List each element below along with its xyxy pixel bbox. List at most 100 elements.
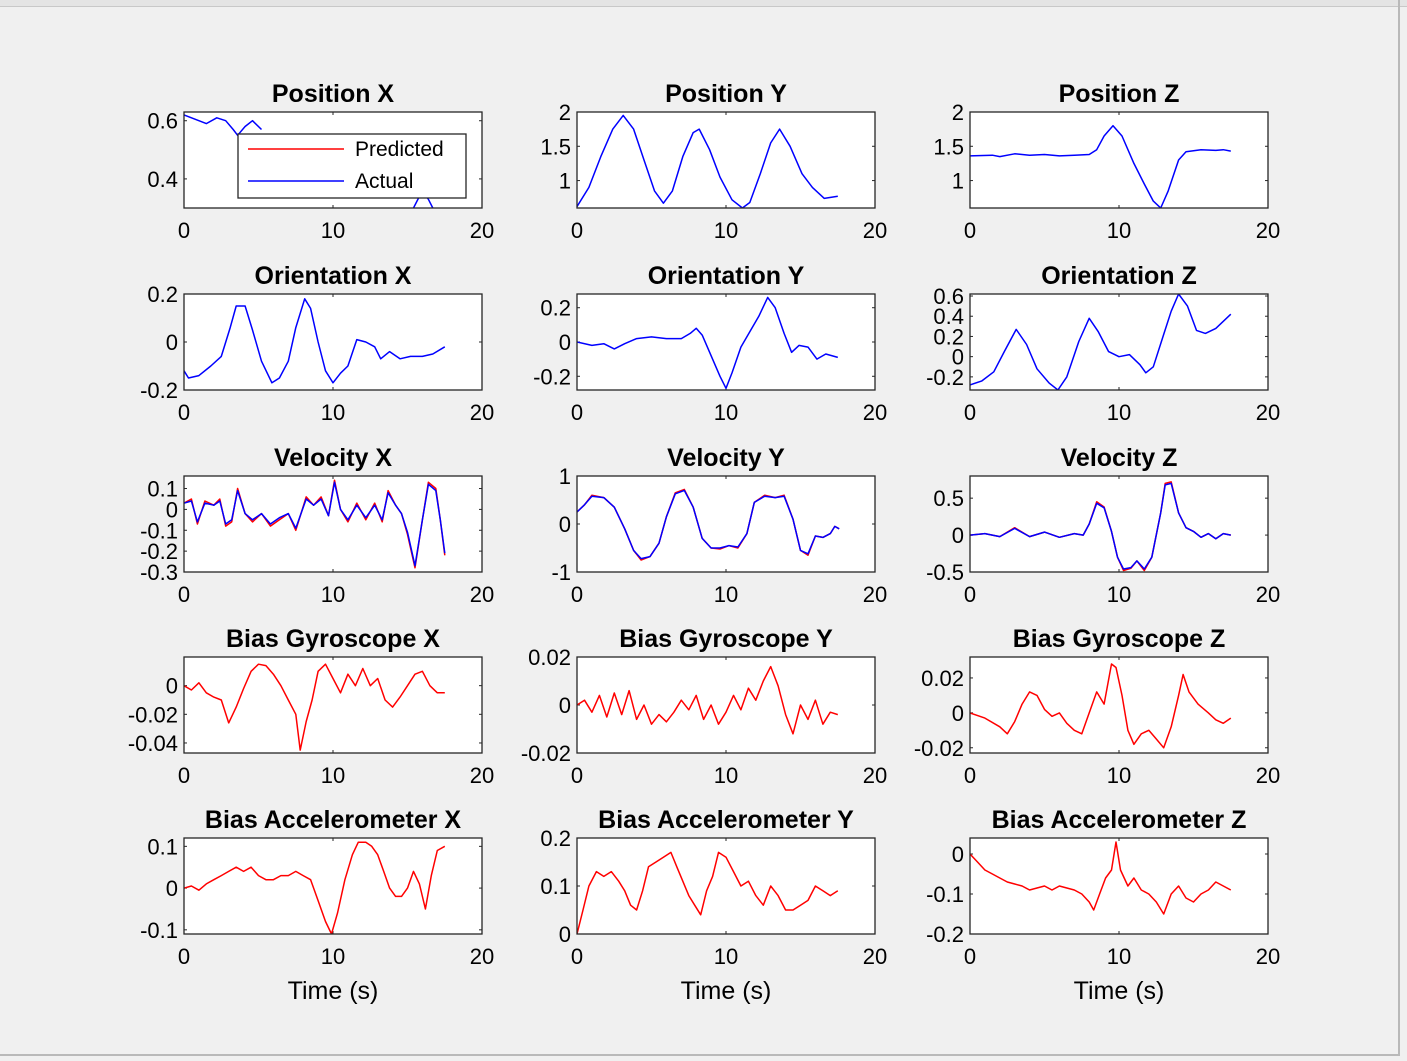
x-tick-label: 20 (863, 763, 887, 788)
y-tick-label: 0.5 (933, 486, 964, 511)
subplot-title: Orientation X (255, 262, 412, 290)
subplot-title: Velocity Y (667, 444, 785, 472)
subplot-title: Position X (272, 80, 395, 108)
subplot-title: Orientation Y (648, 262, 805, 290)
x-tick-label: 0 (964, 400, 976, 425)
plot-area (970, 294, 1268, 390)
y-tick-label: 0.4 (147, 167, 178, 192)
x-tick-label: 0 (178, 763, 190, 788)
legend-label: Predicted (355, 138, 444, 161)
series-line-signal (970, 294, 1232, 390)
y-tick-label: -0.2 (140, 378, 178, 403)
y-tick-label: -0.04 (128, 731, 178, 756)
x-tick-label: 10 (714, 763, 738, 788)
subplot-1: Position X 0 10 20 0.6 0.4 Predicted Actual (147, 80, 494, 243)
y-tick-label: -0.2 (140, 539, 178, 564)
axes-box (576, 837, 876, 935)
series-line-signal (184, 841, 446, 934)
subplot-title: Orientation Z (1041, 262, 1197, 290)
legend: Predicted Actual (237, 133, 467, 199)
axes-box (183, 656, 483, 754)
y-tick-label: 0.2 (540, 826, 571, 851)
subplot-title: Bias Gyroscope X (226, 625, 440, 653)
axes-box (183, 293, 483, 391)
y-tick-label: 1 (952, 169, 964, 194)
x-tick-label: 10 (1107, 944, 1131, 969)
subplot-2: Position Y 0 10 20 2 1.5 1 (540, 80, 887, 243)
x-tick-label: 0 (178, 944, 190, 969)
subplot-title: Velocity X (274, 444, 392, 472)
x-tick-label: 10 (321, 763, 345, 788)
y-tick-label: 0 (166, 330, 178, 355)
x-tick-label: 10 (714, 944, 738, 969)
subplot-title: Position Z (1059, 80, 1180, 108)
subplot-9: Velocity Z0 10 200.50-0.5 (926, 444, 1280, 607)
y-tick-label: 0 (166, 674, 178, 699)
x-tick-label: 20 (863, 944, 887, 969)
y-tick-label: -0.5 (926, 560, 964, 585)
y-tick-label: 1 (559, 464, 571, 489)
y-tick-label: 0.4 (933, 304, 964, 329)
y-tick-label: 0 (559, 330, 571, 355)
y-tick-label: 0.02 (921, 666, 964, 691)
subplot-10: Bias Gyroscope X 0 10 20 0 -0.02 -0.04 (128, 625, 494, 788)
series-line-signal (577, 851, 839, 934)
x-tick-label: 10 (321, 582, 345, 607)
series-line-signal (184, 663, 445, 751)
x-tick-label: 10 (714, 582, 738, 607)
x-tick-label: 10 (321, 944, 345, 969)
x-tick-label: 20 (863, 582, 887, 607)
subplot-title: Bias Gyroscope Y (619, 625, 833, 653)
series-line-actual (184, 481, 446, 567)
y-tick-label: 0 (952, 842, 964, 867)
y-tick-label: 0 (166, 876, 178, 901)
axes-box (969, 837, 1269, 935)
y-tick-label: 0 (166, 497, 178, 522)
x-tick-label: 10 (714, 400, 738, 425)
series-line-signal (577, 114, 838, 208)
x-tick-label: 0 (964, 582, 976, 607)
subplot-title: Bias Accelerometer Y (598, 806, 854, 834)
y-tick-label: 0 (952, 345, 964, 370)
subplot-14: Bias Accelerometer Y 0 10 20 0.2 0.1 0 Time (s) (540, 806, 887, 1005)
x-tick-label: 20 (1256, 763, 1280, 788)
y-tick-label: 0 (559, 693, 571, 718)
x-tick-label: 0 (571, 582, 583, 607)
y-tick-label: -0.1 (140, 518, 178, 543)
x-axis-label: Time (s) (288, 977, 379, 1005)
plot-area (577, 476, 875, 572)
y-tick-label: -0.2 (533, 364, 571, 389)
series-line-actual (577, 489, 840, 560)
subplot-11: Bias Gyroscope Y0 10 200.020-0.02 (521, 625, 887, 788)
x-tick-label: 10 (1107, 400, 1131, 425)
x-axis-label: Time (s) (1074, 977, 1165, 1005)
plot-area (577, 657, 875, 753)
x-tick-label: 20 (470, 218, 494, 243)
subplot-5: Orientation Y0 10 200.20-0.2 (533, 262, 887, 425)
subplot-15: Bias Accelerometer Z 0 10 20 0 -0.1 -0.2 Time (… (926, 806, 1280, 1005)
subplot-6: Orientation Z0 10 200.60.40.20-0.2 (926, 262, 1280, 425)
y-tick-label: 0 (952, 523, 964, 548)
series-line-actual (184, 114, 263, 137)
y-tick-label: 1.5 (540, 134, 571, 159)
y-tick-label: 0.2 (933, 324, 964, 349)
plot-area (577, 294, 875, 390)
x-tick-label: 20 (470, 944, 494, 969)
axes-box (576, 475, 876, 573)
x-tick-label: 0 (571, 218, 583, 243)
x-tick-label: 20 (1256, 582, 1280, 607)
x-axis-label: Time (s) (681, 977, 772, 1005)
y-tick-label: 0 (559, 512, 571, 537)
x-tick-label: 20 (1256, 218, 1280, 243)
x-tick-label: 20 (1256, 944, 1280, 969)
x-tick-label: 0 (178, 400, 190, 425)
x-tick-label: 20 (863, 400, 887, 425)
axes-box (576, 656, 876, 754)
x-tick-label: 0 (571, 400, 583, 425)
axes-box (183, 837, 483, 935)
plot-area (184, 294, 482, 390)
x-tick-label: 10 (1107, 763, 1131, 788)
y-tick-label: 0.6 (147, 109, 178, 134)
